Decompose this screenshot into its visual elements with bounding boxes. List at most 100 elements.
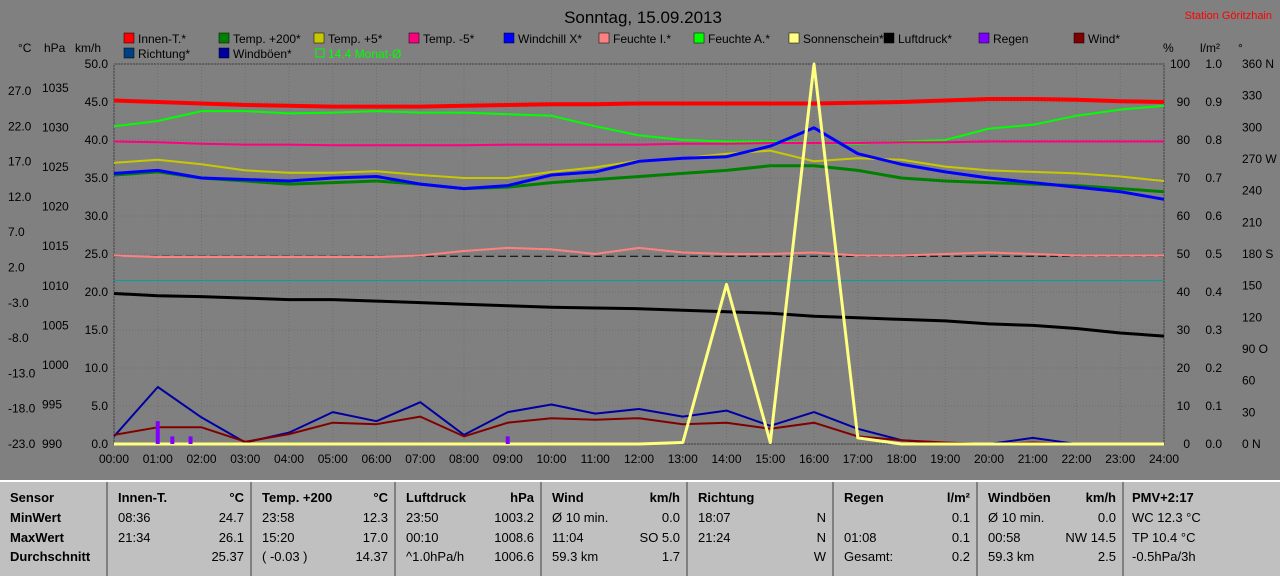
y-tick-percent: 40 bbox=[1177, 285, 1191, 299]
y-tick-kmh: 15.0 bbox=[85, 323, 109, 337]
y-tick-deg: 60 bbox=[1242, 374, 1256, 388]
y-tick-deg: 360 N bbox=[1242, 57, 1274, 71]
rain-bar bbox=[170, 436, 175, 444]
legend-label: Feuchte I.* bbox=[613, 32, 671, 46]
y-tick-kmh: 40.0 bbox=[85, 133, 109, 147]
legend-swatch bbox=[218, 47, 230, 59]
y-tick-deg: 90 O bbox=[1242, 342, 1268, 356]
col-richtung: Richtung 18:07 N 21:24 N W bbox=[688, 482, 834, 576]
y-tick-hpa: 1005 bbox=[42, 318, 69, 332]
weather-chart: Sonntag, 15.09.2013 Station Göritzhain °… bbox=[8, 8, 1277, 466]
legend-swatch bbox=[788, 32, 800, 44]
y-tick-percent: 80 bbox=[1177, 133, 1191, 147]
legend-swatch bbox=[408, 32, 420, 44]
station-label: Station Göritzhain bbox=[1185, 10, 1272, 22]
grid bbox=[113, 63, 1165, 445]
series-line bbox=[114, 62, 1164, 446]
x-tick-label: 24:00 bbox=[1149, 452, 1179, 466]
x-tick-label: 13:00 bbox=[668, 452, 698, 466]
legend-label: Richtung* bbox=[138, 47, 190, 61]
y-tick-celsius: 17.0 bbox=[8, 155, 32, 169]
x-tick-label: 01:00 bbox=[143, 452, 173, 466]
y-tick-lm2: 0.8 bbox=[1205, 133, 1222, 147]
rain-bar bbox=[188, 436, 193, 444]
series-line bbox=[113, 97, 1165, 109]
y-tick-percent: 20 bbox=[1177, 361, 1191, 375]
y-tick-celsius: -3.0 bbox=[8, 296, 29, 310]
legend-label: Temp. -5* bbox=[423, 32, 475, 46]
y-tick-kmh: 45.0 bbox=[85, 95, 109, 109]
y-tick-celsius: 2.0 bbox=[8, 261, 25, 275]
x-tick-label: 15:00 bbox=[755, 452, 785, 466]
y-tick-deg: 210 bbox=[1242, 215, 1262, 229]
y-tick-deg: 270 W bbox=[1242, 152, 1277, 166]
y-tick-hpa: 1015 bbox=[42, 239, 69, 253]
axis-unit-percent: % bbox=[1163, 41, 1174, 55]
y-tick-kmh: 25.0 bbox=[85, 247, 109, 261]
y-tick-percent: 60 bbox=[1177, 209, 1191, 223]
y-tick-kmh: 5.0 bbox=[91, 399, 108, 413]
x-tick-label: 00:00 bbox=[99, 452, 129, 466]
x-tick-label: 06:00 bbox=[361, 452, 391, 466]
y-tick-lm2: 0.7 bbox=[1205, 171, 1222, 185]
legend-label: Feuchte A.* bbox=[708, 32, 770, 46]
y-tick-percent: 10 bbox=[1177, 399, 1191, 413]
y-tick-hpa: 1010 bbox=[42, 279, 69, 293]
y-tick-hpa: 1030 bbox=[42, 121, 69, 135]
y-tick-kmh: 35.0 bbox=[85, 171, 109, 185]
y-tick-celsius: -23.0 bbox=[8, 437, 36, 451]
row-label: MaxWert bbox=[10, 529, 64, 545]
legend-label: Windchill X* bbox=[518, 32, 582, 46]
legend-label: 14.4 Monat-Ø bbox=[328, 47, 401, 61]
y-tick-kmh: 20.0 bbox=[85, 285, 109, 299]
y-tick-lm2: 0.5 bbox=[1205, 247, 1222, 261]
y-tick-lm2: 0.2 bbox=[1205, 361, 1222, 375]
y-tick-lm2: 0.4 bbox=[1205, 285, 1222, 299]
x-tick-label: 11:00 bbox=[581, 452, 610, 466]
y-tick-lm2: 0.3 bbox=[1205, 323, 1222, 337]
y-tick-deg: 330 bbox=[1242, 89, 1262, 103]
legend-label: Sonnenschein* bbox=[803, 32, 884, 46]
row-label: Durchschnitt bbox=[10, 549, 91, 564]
x-tick-label: 12:00 bbox=[624, 452, 654, 466]
y-tick-hpa: 995 bbox=[42, 397, 62, 411]
row-label: MinWert bbox=[10, 510, 62, 525]
axis-unit-deg: ° bbox=[1238, 41, 1243, 55]
x-tick-label: 18:00 bbox=[886, 452, 916, 466]
y-tick-kmh: 50.0 bbox=[85, 57, 109, 71]
series-layer bbox=[113, 62, 1165, 446]
y-tick-deg: 120 bbox=[1242, 310, 1262, 324]
y-tick-kmh: 0.0 bbox=[91, 437, 108, 451]
x-tick-label: 19:00 bbox=[930, 452, 960, 466]
x-tick-label: 04:00 bbox=[274, 452, 304, 466]
x-tick-label: 07:00 bbox=[405, 452, 435, 466]
x-tick-label: 10:00 bbox=[536, 452, 566, 466]
y-tick-percent: 0 bbox=[1183, 437, 1190, 451]
y-tick-deg: 300 bbox=[1242, 120, 1262, 134]
axis-ticks: 00:00 01:00 02:00 03:00 04:00 05:00 06:00 07:00… bbox=[8, 57, 1277, 466]
y-tick-deg: 150 bbox=[1242, 279, 1262, 293]
y-tick-hpa: 1000 bbox=[42, 358, 69, 372]
rain-bar bbox=[505, 436, 510, 444]
legend-label: Regen bbox=[993, 32, 1028, 46]
series-line bbox=[113, 126, 1165, 201]
series-line bbox=[113, 246, 1164, 258]
x-tick-label: 03:00 bbox=[230, 452, 260, 466]
x-tick-label: 08:00 bbox=[449, 452, 479, 466]
y-tick-lm2: 0.1 bbox=[1205, 399, 1222, 413]
legend-label: Wind* bbox=[1088, 32, 1120, 46]
y-tick-lm2: 1.0 bbox=[1205, 57, 1222, 71]
legend-swatch bbox=[1073, 32, 1085, 44]
legend-label: Temp. +5* bbox=[328, 32, 383, 46]
col-header: Sensor bbox=[10, 490, 100, 510]
legend-swatch bbox=[315, 48, 325, 58]
y-tick-celsius: 22.0 bbox=[8, 119, 32, 133]
y-tick-hpa: 1020 bbox=[42, 200, 69, 214]
y-tick-deg: 30 bbox=[1242, 405, 1256, 419]
legend-swatch bbox=[503, 32, 515, 44]
y-tick-hpa: 1035 bbox=[42, 81, 69, 95]
y-tick-percent: 100 bbox=[1170, 57, 1190, 71]
axis-unit-hpa: hPa bbox=[44, 41, 66, 55]
legend-label: Innen-T.* bbox=[138, 32, 186, 46]
y-tick-celsius: 7.0 bbox=[8, 225, 25, 239]
